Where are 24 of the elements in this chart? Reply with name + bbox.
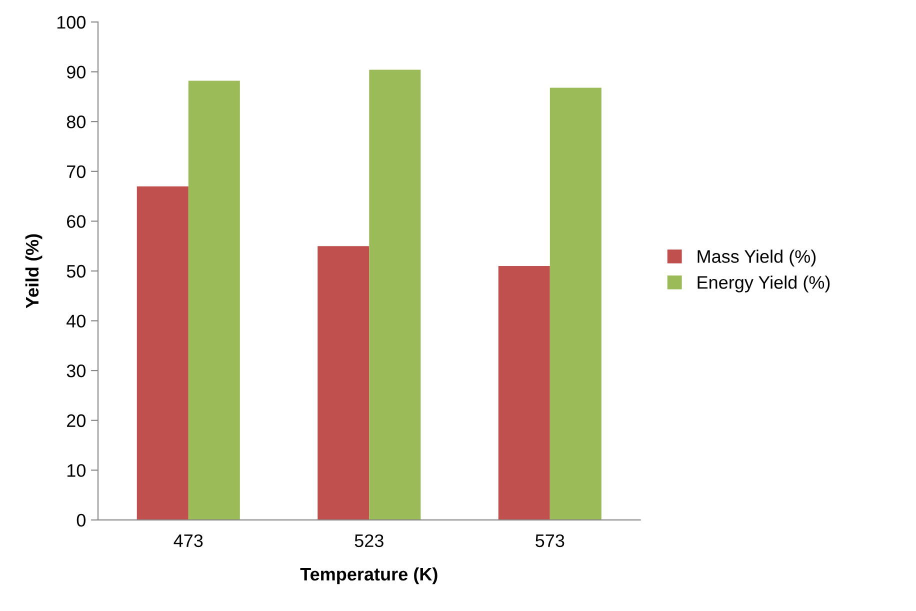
y-axis-title: Yeild (%) <box>25 234 42 308</box>
y-tick-label: 10 <box>68 464 86 477</box>
bar <box>498 266 550 520</box>
bar <box>550 88 602 520</box>
x-axis-title: Temperature (K) <box>300 567 438 584</box>
x-tick-label: 573 <box>536 534 564 548</box>
y-tick-label: 100 <box>57 16 86 29</box>
y-tick-label: 30 <box>66 364 86 378</box>
y-tick-label: 40 <box>66 314 86 328</box>
bar <box>136 186 188 520</box>
y-tick-label: 50 <box>66 264 86 278</box>
y-tick-label: 80 <box>66 116 86 128</box>
bar <box>369 70 421 520</box>
y-tick-label: 60 <box>67 215 86 228</box>
bar <box>318 246 370 520</box>
bar <box>188 80 240 520</box>
x-tick-label: 523 <box>354 534 384 548</box>
y-tick-label: 0 <box>76 514 86 527</box>
x-tick-label: 473 <box>174 534 203 548</box>
y-tick-label: 20 <box>67 414 86 428</box>
legend-label: Energy Yield (%) <box>698 276 830 292</box>
y-tick-label: 90 <box>66 66 86 79</box>
legend-label: Mass Yield (%) <box>698 250 816 266</box>
y-tick-label: 70 <box>67 165 86 178</box>
